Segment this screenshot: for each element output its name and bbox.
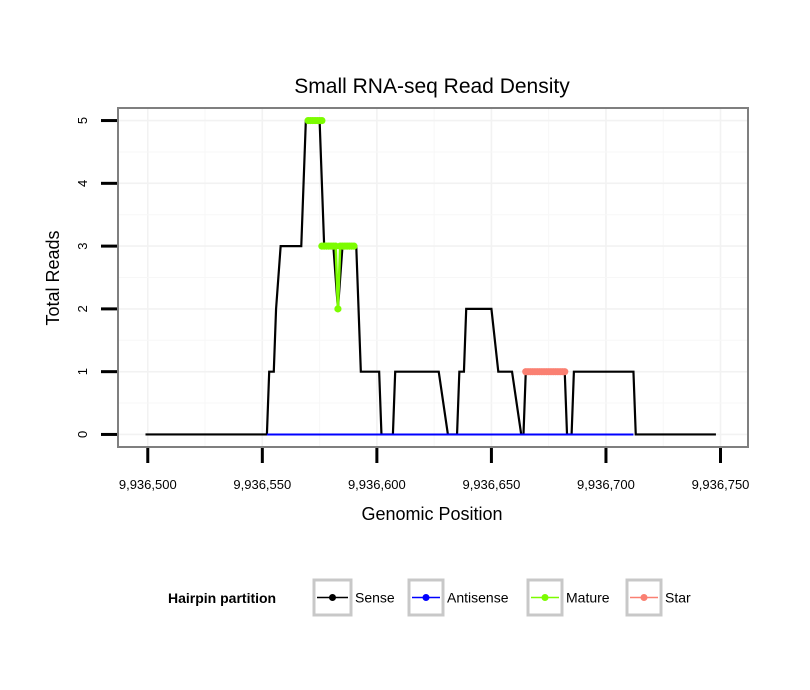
y-tick-label: 3 [75, 242, 90, 249]
y-tick-label: 1 [75, 368, 90, 375]
legend-item-star: Star [625, 578, 691, 617]
x-tick-label: 9,936,650 [462, 477, 520, 492]
y-tick-label: 4 [75, 180, 90, 187]
legend-label: Sense [355, 590, 395, 606]
legend-key-point [640, 594, 648, 601]
legend-key-point [422, 594, 430, 601]
point-mature [318, 116, 326, 125]
x-tick-label: 9,936,600 [348, 477, 406, 492]
y-tick-label: 5 [75, 117, 90, 124]
legend-item-sense: Sense [312, 578, 395, 617]
x-tick-label: 9,936,500 [119, 477, 177, 492]
series-mature [304, 116, 358, 313]
legend-label: Star [665, 590, 691, 606]
grid-lines [118, 108, 748, 447]
legend-key-point [541, 594, 549, 601]
x-tick-label: 9,936,550 [233, 477, 291, 492]
legend-label: Antisense [447, 590, 509, 606]
legend-item-mature: Mature [526, 578, 610, 617]
y-tick-label: 0 [75, 431, 90, 438]
legend-item-antisense: Antisense [407, 578, 509, 617]
legend: Hairpin partition Sense Antisense Mature St… [168, 578, 691, 617]
x-tick-label: 9,936,750 [692, 477, 750, 492]
point-mature [350, 242, 358, 250]
y-axis-title: Total Reads [43, 230, 63, 325]
x-axis-title: Genomic Position [361, 504, 502, 524]
legend-key-point [329, 594, 336, 601]
point-star [561, 368, 569, 376]
chart-title: Small RNA-seq Read Density [294, 75, 570, 98]
plot-panel-border [117, 107, 749, 448]
legend-label: Mature [566, 590, 610, 606]
axes: 9,936,500 9,936,550 9,936,600 9,936,650 9,93… [75, 117, 749, 492]
series-layer [145, 116, 716, 436]
point-mature [334, 305, 342, 313]
series-star [522, 368, 569, 376]
y-tick-label: 2 [75, 305, 90, 312]
legend-title: Hairpin partition [168, 590, 276, 606]
x-tick-label: 9,936,700 [577, 477, 635, 492]
